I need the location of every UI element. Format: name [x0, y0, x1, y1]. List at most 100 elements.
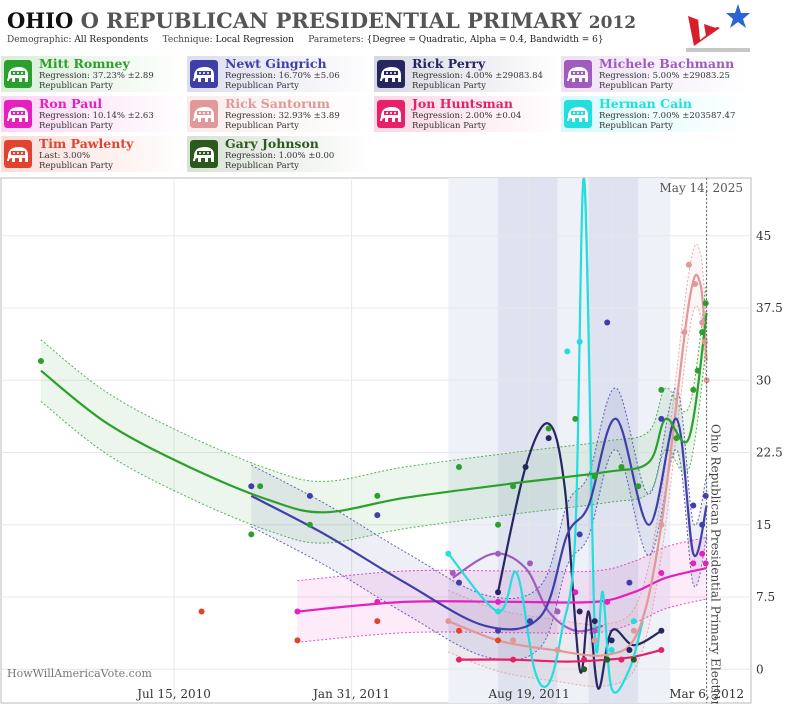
jon-huntsman-poll-point: [618, 656, 625, 663]
newt-gingrich-poll-point: [690, 502, 697, 509]
candidate-name: Ron Paul: [39, 96, 103, 111]
elephant-icon: [4, 140, 32, 168]
candidate-card[interactable]: Mitt Romney Regression: 37.23% ±2.89 Rep…: [1, 56, 187, 92]
newt-gingrich-poll-point: [658, 415, 665, 422]
mitt-romney-poll-point: [306, 521, 313, 528]
jon-huntsman-trend-line: [458, 648, 662, 663]
mitt-romney-poll-point: [673, 435, 680, 442]
candidate-stat: Regression: 2.00% ±0.04: [412, 111, 522, 121]
candidate-name: Mitt Romney: [39, 56, 130, 71]
michele-bachmann-trend-line: [452, 552, 604, 633]
jon-huntsman-poll-point: [455, 656, 462, 663]
ron-paul-poll-point: [702, 560, 709, 567]
rick-santorum-poll-point: [681, 329, 688, 336]
tim-pawlenty-poll-point: [294, 637, 301, 644]
ron-paul-poll-point: [690, 560, 697, 567]
mitt-romney-poll-point: [591, 473, 598, 480]
tim-pawlenty-poll-point: [495, 637, 502, 644]
newt-gingrich-trend-line: [250, 417, 708, 631]
parameters-value[interactable]: {Degree = Quadratic, Alpha = 0.4, Bandwi…: [366, 35, 604, 45]
newt-gingrich-confidence-band: [251, 387, 707, 661]
jon-huntsman-poll-point: [510, 656, 517, 663]
mitt-romney-poll-point: [635, 483, 642, 490]
y-tick-label: 45: [756, 229, 771, 243]
rick-santorum-lower-bound: [448, 305, 708, 688]
candidate-name: Rick Santorum: [225, 96, 330, 111]
gary-johnson-poll-point: [581, 666, 588, 673]
candidate-card[interactable]: Newt Gingrich Regression: 16.70% ±5.06 R…: [187, 56, 373, 92]
candidate-card[interactable]: Jon Huntsman Regression: 2.00% ±0.04 Rep…: [374, 96, 560, 132]
candidate-stat: Regression: 5.00% ±29083.25: [599, 71, 730, 81]
poll-chart: 0 7.5 15 22.5 30 37.5 45 Jul 15, 2010 Jan 31, 20…: [0, 177, 783, 704]
rick-santorum-poll-point: [591, 637, 598, 644]
tim-pawlenty-poll-point: [455, 627, 462, 634]
mitt-romney-poll-point: [374, 492, 381, 499]
elephant-icon: [564, 100, 592, 128]
candidate-party: Republican Party: [599, 81, 673, 91]
candidate-name: Tim Pawlenty: [39, 136, 134, 151]
x-tick-label: Aug 19, 2011: [487, 687, 569, 701]
mitt-romney-poll-point: [572, 415, 579, 422]
demographic-value[interactable]: All Respondents: [74, 35, 149, 45]
ron-paul-poll-point: [495, 598, 502, 605]
candidate-stat: Regression: 1.00% ±0.00: [225, 151, 335, 161]
candidate-stat: Regression: 32.93% ±3.89: [225, 111, 340, 121]
elephant-icon: [564, 60, 592, 88]
mitt-romney-poll-point: [694, 367, 701, 374]
candidate-card[interactable]: Michele Bachmann Regression: 5.00% ±2908…: [561, 56, 747, 92]
rick-perry-poll-point: [576, 608, 583, 615]
michele-bachmann-poll-point: [554, 608, 561, 615]
candidate-card[interactable]: Gary Johnson Regression: 1.00% ±0.00 Rep…: [187, 136, 373, 172]
mitt-romney-poll-point: [455, 463, 462, 470]
x-tick-label: Jan 31, 2011: [311, 687, 390, 701]
candidate-stat: Regression: 37.23% ±2.89: [39, 71, 154, 81]
herman-cain-poll-point: [495, 608, 502, 615]
candidate-stat: Last: 3.00%: [39, 151, 91, 161]
candidate-party: Republican Party: [39, 81, 113, 91]
herman-cain-trend-line: [447, 178, 644, 694]
candidate-card[interactable]: Ron Paul Regression: 10.14% ±2.63 Republ…: [1, 96, 187, 132]
candidate-party: Republican Party: [39, 161, 113, 171]
technique-value[interactable]: Local Regression: [215, 35, 294, 45]
michele-bachmann-poll-point: [526, 560, 533, 567]
candidate-card[interactable]: Tim Pawlenty Last: 3.00% Republican Part…: [1, 136, 187, 172]
elephant-icon: [377, 60, 405, 88]
rick-perry-poll-point: [591, 618, 598, 625]
candidate-stat: Regression: 16.70% ±5.06: [225, 71, 340, 81]
elephant-icon: [190, 140, 218, 168]
ron-paul-poll-point: [699, 550, 706, 557]
candidate-card[interactable]: Herman Cain Regression: 7.00% ±203587.47…: [561, 96, 747, 132]
mitt-romney-poll-point: [699, 329, 706, 336]
rick-santorum-confidence-band: [448, 243, 707, 687]
ron-paul-trend-line: [297, 567, 707, 613]
newt-gingrich-poll-point: [248, 483, 255, 490]
rick-santorum-poll-point: [658, 521, 665, 528]
shaded-band: [557, 178, 589, 703]
herman-cain-poll-point: [576, 338, 583, 345]
elephant-icon: [4, 60, 32, 88]
elephant-icon: [190, 60, 218, 88]
candidate-card[interactable]: Rick Santorum Regression: 32.93% ±3.89 R…: [187, 96, 373, 132]
title-text: O REPUBLICAN PRESIDENTIAL PRIMARY: [80, 8, 582, 33]
mitt-romney-confidence-band: [40, 282, 707, 544]
site-logo-icon[interactable]: [686, 2, 750, 52]
mitt-romney-poll-point: [495, 521, 502, 528]
rick-santorum-poll-point: [685, 261, 692, 268]
newt-gingrich-poll-point: [604, 319, 611, 326]
newt-gingrich-poll-point: [699, 521, 706, 528]
candidate-card[interactable]: Rick Perry Regression: 4.00% ±29083.84 R…: [374, 56, 560, 92]
candidate-stat: Regression: 4.00% ±29083.84: [412, 71, 543, 81]
herman-cain-poll-point: [445, 550, 452, 557]
rick-santorum-poll-point: [703, 377, 710, 384]
candidate-name: Jon Huntsman: [412, 96, 513, 111]
rick-santorum-upper-bound: [448, 243, 708, 626]
mitt-romney-poll-point: [37, 358, 44, 365]
rick-santorum-trend-line: [447, 273, 708, 657]
jon-huntsman-poll-point: [581, 656, 588, 663]
candidate-name: Gary Johnson: [225, 136, 319, 151]
x-tick-label: Jul 15, 2010: [135, 687, 211, 701]
y-tick-label: 37.5: [756, 301, 783, 315]
mitt-romney-poll-point: [702, 300, 709, 307]
y-tick-label: 22.5: [756, 446, 783, 460]
mitt-romney-poll-point: [690, 386, 697, 393]
